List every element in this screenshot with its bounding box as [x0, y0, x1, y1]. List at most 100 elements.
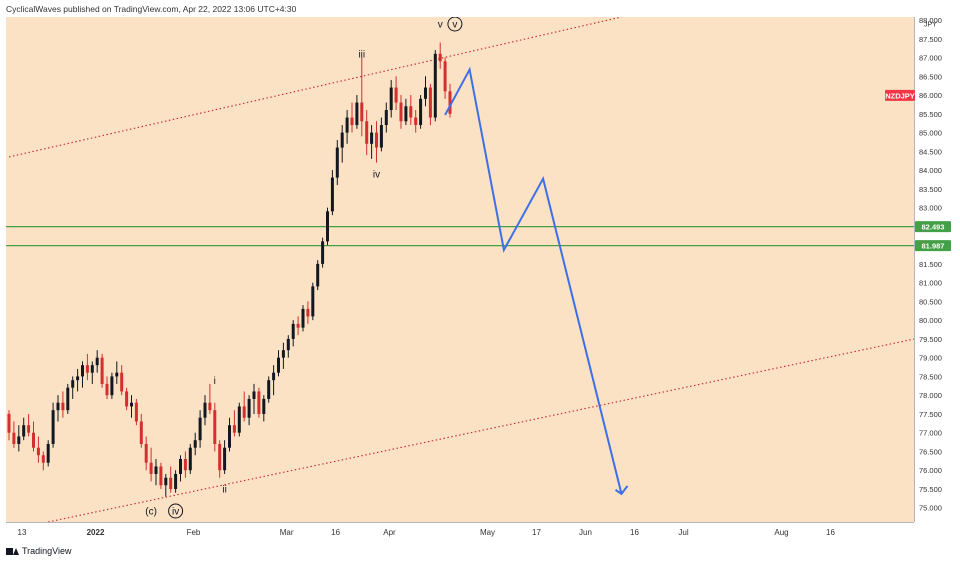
wave-label: v [438, 20, 443, 31]
candle-body [252, 391, 256, 399]
tradingview-logo[interactable]: TradingView [6, 546, 72, 556]
candle-body [188, 447, 192, 471]
time-tick-label: Feb [187, 528, 201, 537]
candle-body [61, 402, 65, 411]
candle-body [27, 425, 31, 433]
candle-body [223, 447, 227, 471]
time-tick-label: Jul [678, 528, 688, 537]
candle-body [100, 357, 104, 384]
candle-body [105, 383, 109, 396]
candle-body [56, 402, 60, 411]
candle-body [247, 398, 251, 418]
candle-body [66, 387, 70, 411]
candle-body [301, 308, 305, 328]
candle-body [76, 376, 80, 381]
price-tick-label: 81.000 [919, 279, 942, 288]
candle-body [267, 380, 271, 399]
price-tick-label: 81.500 [919, 260, 942, 269]
candle-body [257, 391, 261, 414]
candle-body [330, 177, 334, 212]
candle-body [174, 473, 178, 489]
price-tick-label: 75.000 [919, 504, 942, 513]
price-tick-label: 83.000 [919, 204, 942, 213]
time-tick-label: Apr [383, 528, 396, 537]
candle-body [139, 421, 143, 444]
candle-body [409, 106, 413, 118]
time-tick-label: 16 [331, 528, 340, 537]
price-badge-label: NZDJPY [885, 91, 915, 100]
price-tick-label: 84.000 [919, 166, 942, 175]
candle-body [335, 147, 339, 178]
tradingview-brand: TradingView [22, 546, 72, 556]
price-tick-label: 77.000 [919, 429, 942, 438]
candle-body [399, 102, 403, 122]
projection-arrowhead [614, 485, 629, 496]
candle-body [85, 365, 89, 373]
candle-body [384, 110, 388, 126]
price-tick-label: 76.500 [919, 447, 942, 456]
candle-body [419, 98, 423, 126]
candle-body [41, 455, 45, 463]
price-tick-label: 78.000 [919, 391, 942, 400]
candle-body [120, 372, 124, 392]
candle-body [350, 117, 354, 126]
price-tick-label: 80.500 [919, 297, 942, 306]
candle-body [404, 106, 408, 122]
candle-body [291, 323, 295, 339]
candle-body [198, 417, 202, 441]
candle-body [208, 402, 212, 411]
candle-body [394, 87, 398, 103]
candle-body [272, 372, 276, 381]
candle-body [134, 402, 138, 422]
candle-body [125, 391, 129, 407]
channel-line [8, 17, 622, 158]
candle-body [22, 425, 26, 437]
candle-body [232, 425, 236, 433]
candle-body [237, 406, 241, 433]
time-tick-label: Aug [774, 528, 788, 537]
candle-body [277, 357, 280, 373]
candle-body [438, 53, 442, 62]
wave-label-circle [168, 503, 184, 519]
publish-header: CyclicalWaves published on TradingView.c… [6, 4, 297, 14]
candle-body [115, 372, 119, 377]
candle-body [164, 477, 168, 486]
candle-body [203, 402, 207, 418]
price-tick-label: 83.500 [919, 185, 942, 194]
candle-body [149, 462, 153, 474]
candle-body [71, 380, 75, 388]
time-tick-label: 2022 [87, 528, 105, 537]
candle-body [433, 53, 437, 118]
price-tick-label: 80.000 [919, 316, 942, 325]
candle-body [154, 466, 158, 474]
price-tick-label: 75.500 [919, 485, 942, 494]
price-badge [915, 240, 951, 252]
price-chart[interactable]: iii iv v v i ii (c) iv 75.000 75.500 76.000 76.500 7… [6, 16, 954, 544]
candle-body [12, 432, 16, 444]
price-tick-label: 85.500 [919, 110, 942, 119]
candle-body [360, 102, 364, 122]
candle-body [81, 365, 84, 377]
price-tick-label: 79.000 [919, 354, 942, 363]
price-badge-label: 82.493 [922, 223, 945, 232]
time-tick-label: Jun [579, 528, 592, 537]
candle-body [340, 132, 344, 148]
candle-body [316, 263, 320, 287]
channel-line [48, 338, 914, 522]
candle-body [296, 323, 300, 328]
candle-body [169, 477, 173, 489]
currency-label: JPY [924, 21, 937, 28]
time-tick-label: 16 [826, 528, 835, 537]
time-tick-label: 17 [532, 528, 541, 537]
time-tick-label: 13 [18, 528, 27, 537]
candle-body [228, 425, 231, 448]
time-tick-label: Mar [280, 528, 294, 537]
time-tick-label: May [480, 528, 495, 537]
price-tick-label: 76.000 [919, 466, 942, 475]
candle-body [159, 466, 163, 486]
candle-body [36, 447, 40, 456]
candle-body [179, 458, 182, 474]
wave-label: i [214, 376, 216, 387]
plot-area [6, 17, 914, 522]
